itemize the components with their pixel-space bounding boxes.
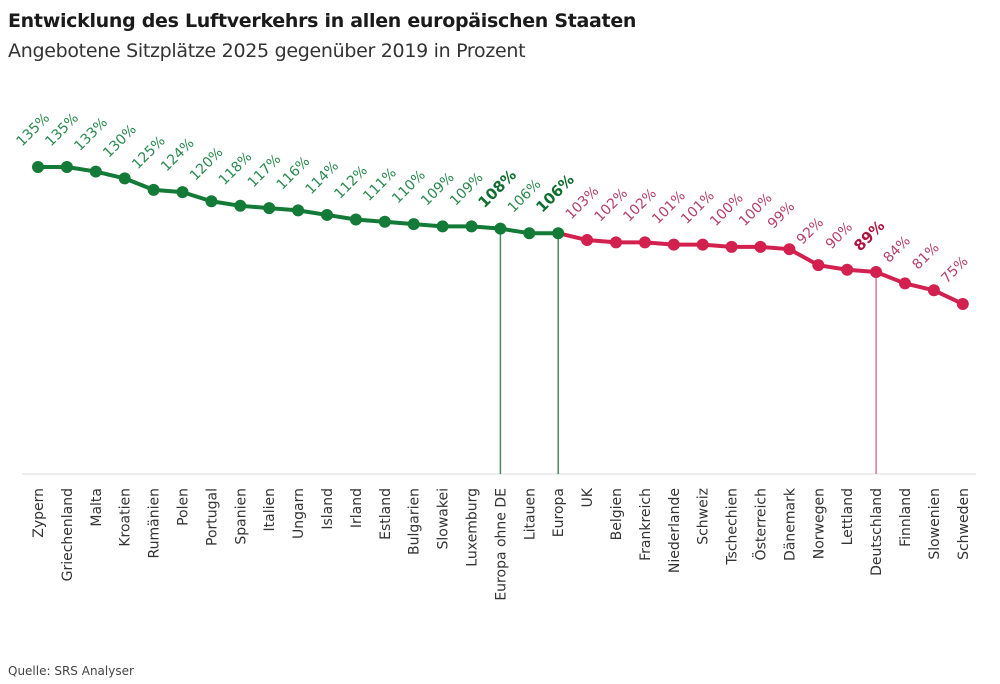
data-labels: 135%135%133%130%125%124%120%118%117%116%… (14, 110, 972, 287)
data-point-zypern[interactable] (32, 161, 44, 173)
data-point-rumaenien[interactable] (147, 183, 160, 196)
data-point-tschechien[interactable] (725, 240, 738, 253)
data-point-luxemburg[interactable] (465, 220, 478, 233)
x-tick-labels: Zypern Griechenland Malta Kroatien Rumänien P… (31, 487, 972, 601)
data-point-niederlande[interactable] (667, 238, 680, 251)
x-tick-label-oesterreich: Österreich (752, 488, 770, 560)
data-label-slowenien: 81% (909, 240, 942, 273)
x-tick-label-tschechien: Tschechien (725, 488, 741, 566)
x-tick-label-europa-ohne-de: Europa ohne DE (493, 488, 509, 601)
x-tick-label-frankreich: Frankreich (638, 488, 654, 561)
chart-subtitle: Angebotene Sitzplätze 2025 gegenüber 201… (8, 40, 526, 62)
x-tick-label-kroatien: Kroatien (118, 488, 134, 547)
x-tick-label-estland: Estland (378, 488, 394, 540)
x-tick-label-slowenien: Slowenien (927, 488, 943, 560)
x-tick-label-bulgarien: Bulgarien (407, 488, 423, 555)
data-point-polen[interactable] (176, 186, 189, 199)
x-tick-label-ungarn: Ungarn (291, 488, 307, 539)
data-label-lettland: 90% (823, 219, 856, 252)
data-point-daenemark[interactable] (783, 243, 796, 256)
data-point-litauen[interactable] (523, 227, 536, 240)
data-point-griechenland[interactable] (60, 161, 73, 173)
data-point-slowakei[interactable] (436, 220, 449, 233)
data-point-belgien[interactable] (610, 236, 622, 249)
x-tick-label-lettland: Lettland (840, 488, 856, 545)
x-tick-label-uk: UK (580, 487, 596, 507)
x-tick-label-belgien: Belgien (609, 488, 625, 540)
data-point-portugal[interactable] (205, 195, 218, 208)
x-tick-label-norwegen: Norwegen (811, 488, 827, 559)
data-point-malta[interactable] (89, 165, 102, 178)
data-point-schweiz[interactable] (696, 238, 709, 251)
x-tick-label-europa: Europa (551, 488, 567, 537)
x-tick-label-litauen: Litauen (522, 488, 538, 540)
data-point-estland[interactable] (378, 215, 391, 228)
data-point-norwegen[interactable] (812, 259, 825, 272)
data-point-italien[interactable] (263, 202, 276, 215)
x-tick-label-griechenland: Griechenland (60, 488, 76, 581)
x-tick-label-italien: Italien (262, 488, 278, 531)
data-point-irland[interactable] (349, 213, 362, 226)
x-tick-label-portugal: Portugal (204, 488, 220, 546)
data-points (32, 161, 969, 310)
data-point-slowenien[interactable] (927, 284, 940, 297)
data-point-finnland[interactable] (899, 277, 911, 290)
x-tick-label-schweiz: Schweiz (696, 488, 712, 545)
x-tick-label-irland: Irland (349, 488, 365, 528)
x-tick-label-island: Island (320, 488, 336, 530)
x-tick-label-niederlande: Niederlande (667, 488, 683, 573)
data-label-schweden: 75% (938, 253, 971, 286)
data-point-europa-ohne-de[interactable] (494, 222, 507, 235)
x-tick-label-zypern: Zypern (31, 488, 47, 538)
data-point-lettland[interactable] (841, 263, 854, 276)
source-note: Quelle: SRS Analyser (8, 664, 134, 678)
data-point-uk[interactable] (581, 234, 594, 247)
x-tick-label-polen: Polen (176, 488, 192, 526)
data-point-ungarn[interactable] (292, 204, 305, 217)
data-point-europa[interactable] (552, 227, 565, 240)
data-label-deutschland: 89% (850, 217, 888, 255)
x-tick-label-finnland: Finnland (898, 488, 914, 547)
x-tick-label-deutschland: Deutschland (869, 488, 885, 576)
data-point-spanien[interactable] (234, 199, 247, 212)
x-tick-label-luxemburg: Luxemburg (465, 488, 481, 567)
x-tick-label-spanien: Spanien (233, 488, 249, 545)
data-point-frankreich[interactable] (638, 236, 651, 249)
data-point-kroatien[interactable] (118, 172, 131, 185)
data-point-oesterreich[interactable] (754, 240, 767, 253)
data-point-schweden[interactable] (956, 297, 969, 310)
x-tick-label-slowakei: Slowakei (436, 488, 452, 549)
x-tick-label-rumaenien: Rumänien (147, 488, 163, 558)
chart-title: Entwicklung des Luftverkehrs in allen eu… (8, 10, 637, 32)
data-point-bulgarien[interactable] (407, 218, 420, 231)
data-point-deutschland[interactable] (870, 266, 883, 279)
data-label-norwegen: 92% (794, 215, 827, 248)
x-tick-label-malta: Malta (89, 488, 105, 527)
x-tick-label-daenemark: Dänemark (782, 487, 798, 561)
drop-lines (499, 228, 877, 474)
x-tick-label-schweden: Schweden (956, 488, 972, 560)
data-point-island[interactable] (321, 208, 333, 221)
